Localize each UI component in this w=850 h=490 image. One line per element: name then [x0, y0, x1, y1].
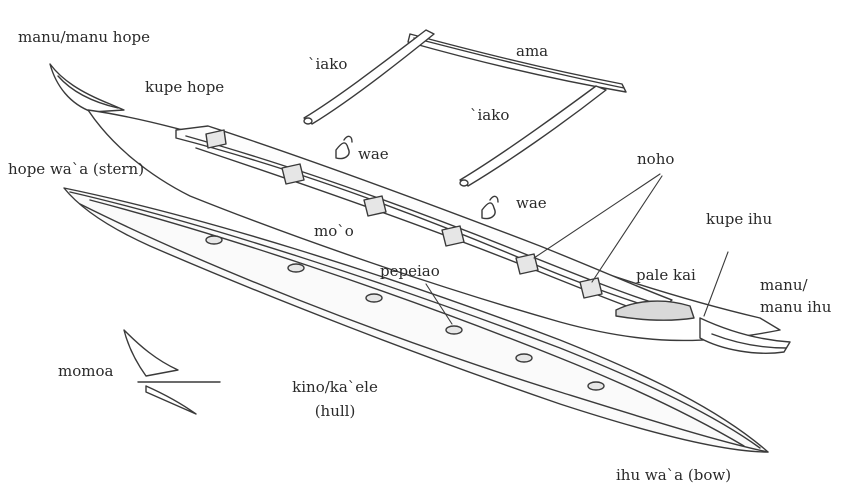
label-moo: mo`o: [314, 222, 354, 240]
leader-lines: [425, 173, 729, 325]
manu-ihu-piece: [699, 317, 791, 354]
upper-canoe: [49, 63, 791, 354]
wae-left-piece: [335, 135, 353, 160]
iako-left-end: [303, 117, 313, 125]
momoa-upper-fin: [123, 329, 179, 377]
outrigger-parts: [303, 29, 627, 220]
kupe-ihu-leader: [703, 251, 729, 317]
ama-float-line: [413, 37, 625, 89]
label-iako-right: `iako: [470, 106, 510, 124]
noho-seat-3: [363, 195, 387, 217]
moo-rail-inner: [185, 135, 665, 307]
momoa-piece: [123, 329, 221, 415]
iako-right-end: [459, 179, 469, 187]
moo-rail-lower: [195, 147, 661, 319]
label-hope-waa: hope wa`a (stern): [8, 160, 145, 178]
label-wae-left: wae: [358, 145, 389, 163]
manu-ihu-inner-line: [711, 333, 787, 349]
label-manu-ihu-1: manu/: [760, 276, 808, 294]
label-kino-1: kino/ka`ele: [292, 378, 378, 396]
noho-leader-2: [591, 175, 663, 283]
label-kupe-hope: kupe hope: [145, 78, 225, 96]
manu-hope-piece: [49, 63, 125, 113]
label-ihu-waa: ihu wa`a (bow): [616, 466, 732, 484]
label-iako-left: `iako: [308, 55, 348, 73]
label-kupe-ihu: kupe ihu: [706, 210, 773, 228]
noho-seat-5: [515, 253, 539, 275]
iako-right-boom: [459, 85, 607, 187]
noho-seat-2: [281, 163, 305, 185]
label-manu-hope: manu/manu hope: [18, 28, 150, 46]
pepeiao-5: [515, 353, 533, 363]
pepeiao-2: [287, 263, 305, 273]
pepeiao-3: [365, 293, 383, 303]
pepeiao-6: [587, 381, 605, 391]
kino-hull-gunwale: [69, 191, 761, 449]
label-pale-kai: pale kai: [636, 266, 696, 284]
kino-hull-keel: [79, 203, 769, 453]
label-wae-right: wae: [516, 194, 547, 212]
noho-seat-4: [441, 225, 465, 247]
wae-right-piece: [481, 195, 499, 220]
label-momoa: momoa: [58, 362, 114, 380]
kino-hull-inner: [89, 199, 745, 447]
manu-hope-inner-line: [57, 75, 119, 109]
pepeiao-1: [205, 235, 223, 245]
iako-left-boom: [303, 29, 435, 125]
pepeiao-leader: [425, 283, 453, 325]
label-pepeiao: pepeiao: [380, 262, 440, 280]
label-manu-ihu-2: manu ihu: [760, 298, 832, 316]
lower-hull: [63, 187, 769, 453]
momoa-lower-fin: [145, 385, 197, 415]
noho-seat-1: [205, 129, 227, 149]
label-ama: ama: [516, 42, 549, 60]
noho-seat-6: [579, 277, 603, 299]
pepeiao-4: [445, 325, 463, 335]
pale-kai-shape: [615, 300, 695, 321]
noho-leader-1: [533, 173, 661, 259]
label-noho: noho: [637, 150, 675, 168]
label-kino-2: (hull): [314, 402, 356, 420]
ama-float: [407, 33, 627, 93]
